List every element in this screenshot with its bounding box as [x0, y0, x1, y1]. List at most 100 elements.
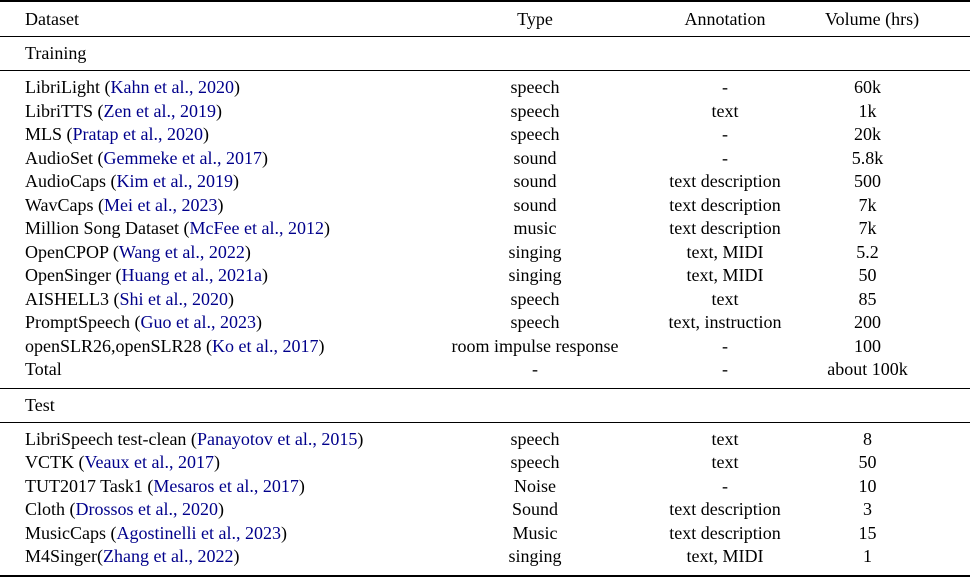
table-row: OpenCPOP (Wang et al., 2022) singing text,… [0, 241, 970, 265]
dataset-name-suffix: ) [202, 124, 209, 144]
dataset-name: AudioSet ( [25, 147, 104, 168]
column-header-annotation: Annotation [625, 1, 825, 37]
annotation-cell: text description [669, 218, 781, 238]
citation-link[interactable]: Panayotov et al., 2015 [196, 428, 358, 449]
dataset-name-suffix: ) [213, 452, 220, 472]
citation-link[interactable]: Veaux et al., 2017 [84, 452, 214, 472]
dataset-cell: M4Singer(Zhang et al., 2022) [0, 545, 445, 576]
dataset-name: AudioCaps ( [25, 171, 117, 191]
dataset-name: PromptSpeech ( [25, 312, 141, 332]
annotation-cell: text description [669, 522, 781, 543]
dataset-name-suffix: ) [232, 171, 239, 191]
dataset-name-suffix: ) [261, 265, 268, 285]
citation-link[interactable]: Pratap et al., 2020 [72, 124, 203, 144]
citation-link[interactable]: Gemmeke et al., 2017 [103, 147, 262, 168]
table-row: TUT2017 Task1 (Mesaros et al., 2017) Nois… [0, 475, 970, 499]
dataset-cell: Million Song Dataset (McFee et al., 2012… [0, 217, 445, 241]
volume-cell: 50 [858, 265, 877, 285]
type-cell: sound [513, 147, 557, 168]
dataset-name-suffix: ) [217, 194, 224, 215]
volume-cell: 10 [858, 475, 877, 496]
volume-cell: 5.8k [851, 147, 884, 168]
dataset-name: openSLR26,openSLR28 ( [25, 335, 212, 356]
volume-cell: 1 [863, 546, 872, 566]
table-row: MLS (Pratap et al., 2020) speech - 20k [0, 123, 970, 147]
table-row: VCTK (Veaux et al., 2017) speech text 50 [0, 451, 970, 475]
citation-link[interactable]: Mesaros et al., 2017 [153, 475, 299, 496]
volume-cell: 20k [854, 124, 881, 144]
type-cell: Music [512, 522, 558, 543]
type-cell: singing [508, 265, 562, 285]
annotation-cell: - [722, 77, 728, 97]
dataset-name: WavCaps ( [25, 194, 105, 215]
annotation-cell: - [722, 147, 728, 168]
volume-cell: 200 [854, 312, 881, 332]
citation-link[interactable]: McFee et al., 2012 [189, 218, 324, 238]
dataset-cell: LibriTTS (Zen et al., 2019) [0, 100, 445, 124]
type-cell: Sound [511, 499, 558, 519]
citation-link[interactable]: Kim et al., 2019 [116, 171, 233, 191]
type-cell: music [513, 218, 557, 238]
type-cell: speech [510, 77, 560, 97]
column-header-volume: Volume (hrs) [825, 1, 970, 37]
dataset-name: MusicCaps ( [25, 522, 117, 543]
volume-cell: 7k [858, 218, 877, 238]
annotation-cell: text description [669, 194, 781, 215]
table-row: LibriSpeech test-clean (Panayotov et al.… [0, 422, 970, 451]
type-cell: speech [510, 428, 560, 449]
volume-cell: 5.2 [856, 241, 879, 262]
dataset-name-suffix: ) [357, 428, 364, 449]
dataset-name-suffix: ) [233, 77, 240, 97]
table-body: Training LibriLight (Kahn et al., 2020) sp… [0, 36, 970, 576]
section-label: Training [0, 36, 970, 71]
section-row-test: Test [0, 388, 970, 423]
table-row: OpenSinger (Huang et al., 2021a) singing t… [0, 264, 970, 288]
dataset-name: Cloth ( [25, 499, 76, 519]
type-cell: sound [513, 194, 557, 215]
dataset-name-suffix: ) [215, 100, 222, 121]
annotation-cell: text, MIDI [686, 546, 764, 566]
section-label: Test [0, 388, 970, 423]
volume-cell: 50 [858, 452, 877, 472]
dataset-cell: OpenCPOP (Wang et al., 2022) [0, 241, 445, 265]
citation-link[interactable]: Huang et al., 2021a [121, 265, 262, 285]
header-row: Dataset Type Annotation Volume (hrs) [0, 1, 970, 37]
dataset-cell: LibriSpeech test-clean (Panayotov et al.… [0, 422, 445, 451]
table-row: LibriTTS (Zen et al., 2019) speech text 1k [0, 100, 970, 124]
dataset-cell: Total [0, 358, 445, 389]
annotation-cell: text, MIDI [686, 241, 764, 262]
dataset-name-suffix: ) [280, 522, 287, 543]
dataset-name: OpenSinger ( [25, 265, 122, 285]
citation-link[interactable]: Guo et al., 2023 [140, 312, 256, 332]
dataset-name: TUT2017 Task1 ( [25, 475, 154, 496]
dataset-name-suffix: ) [318, 335, 325, 356]
citation-link[interactable]: Wang et al., 2022 [118, 241, 245, 262]
citation-link[interactable]: Agostinelli et al., 2023 [116, 522, 281, 543]
citation-link[interactable]: Zen et al., 2019 [103, 100, 216, 121]
dataset-cell: MLS (Pratap et al., 2020) [0, 123, 445, 147]
type-cell: speech [510, 452, 560, 472]
table-row: Cloth (Drossos et al., 2020) Sound text de… [0, 498, 970, 522]
citation-link[interactable]: Shi et al., 2020 [119, 288, 228, 309]
table-row: Million Song Dataset (McFee et al., 2012… [0, 217, 970, 241]
table-row: AISHELL3 (Shi et al., 2020) speech text 85 [0, 288, 970, 312]
dataset-name: MLS ( [25, 124, 73, 144]
citation-link[interactable]: Kahn et al., 2020 [110, 77, 234, 97]
dataset-name: OpenCPOP ( [25, 241, 119, 262]
dataset-cell: WavCaps (Mei et al., 2023) [0, 194, 445, 218]
table-row: Total - - about 100k [0, 358, 970, 389]
citation-link[interactable]: Mei et al., 2023 [104, 194, 218, 215]
annotation-cell: - [625, 358, 825, 389]
dataset-name: LibriLight ( [25, 77, 111, 97]
citation-link[interactable]: Ko et al., 2017 [212, 335, 319, 356]
volume-cell: 500 [854, 171, 881, 191]
dataset-name-suffix: ) [261, 147, 268, 168]
volume-cell: about 100k [825, 358, 970, 389]
dataset-name: Total [25, 359, 62, 379]
volume-cell: 1k [858, 100, 877, 121]
citation-link[interactable]: Zhang et al., 2022 [103, 546, 234, 566]
citation-link[interactable]: Drossos et al., 2020 [75, 499, 219, 519]
type-cell: singing [508, 546, 562, 566]
annotation-cell: - [722, 124, 728, 144]
